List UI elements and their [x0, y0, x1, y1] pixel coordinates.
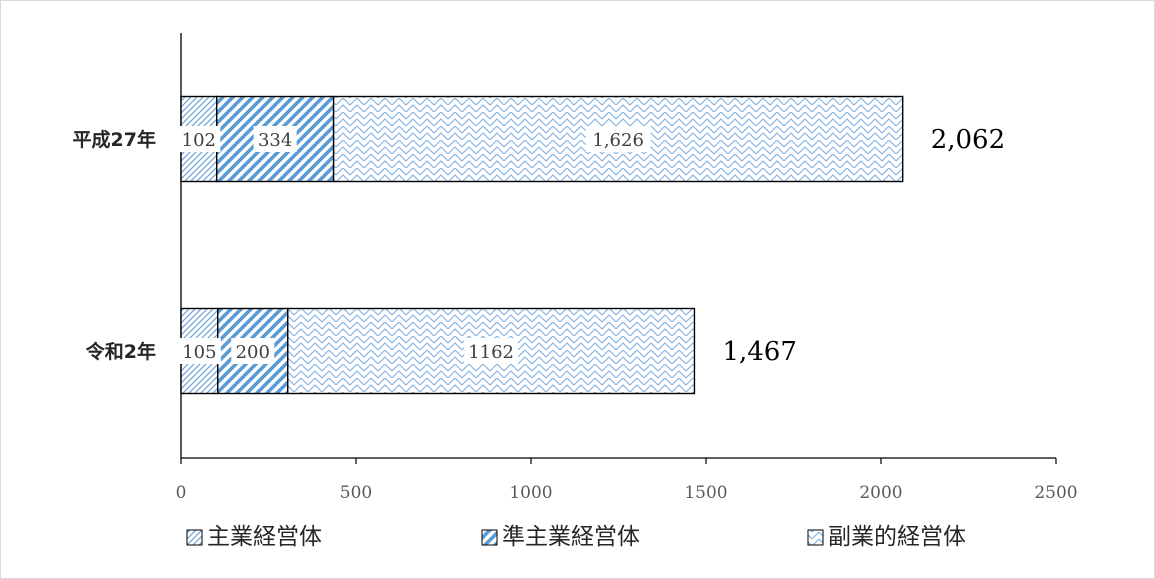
legend-swatch [807, 529, 824, 546]
data-label-bg [585, 126, 651, 152]
data-label: 105 [182, 342, 216, 363]
data-label-bg [464, 338, 519, 364]
category-label: 平成27年 [73, 128, 156, 151]
total-label: 1,467 [722, 337, 796, 367]
data-label-bg [177, 126, 221, 152]
labels: 平成27年 102 334 1,626 2,062 令和2年 105 200 1162 1,467 [73, 125, 1006, 367]
x-tick-label: 2500 [1034, 483, 1077, 503]
legend-label: 副業的経営体 [828, 524, 966, 550]
legend-label: 準主業経営体 [502, 524, 640, 550]
legend-label: 主業経営体 [207, 524, 322, 550]
x-tick-label: 2000 [859, 483, 902, 503]
x-tick-label: 0 [176, 483, 187, 503]
total-label: 2,062 [931, 125, 1005, 155]
legend-swatch [186, 529, 203, 546]
data-label-bg [231, 338, 275, 364]
x-tick-label: 1000 [509, 483, 552, 503]
data-label: 1162 [468, 342, 514, 363]
data-label: 200 [236, 342, 270, 363]
data-label: 102 [182, 130, 216, 151]
data-label-bg [177, 338, 221, 364]
legend-swatch [481, 529, 498, 546]
category-label: 令和2年 [86, 340, 156, 363]
bar-segment [287, 307, 696, 395]
x-tick-label: 500 [340, 483, 372, 503]
data-label-bg [253, 126, 297, 152]
data-label: 334 [258, 130, 292, 151]
data-label: 1,626 [592, 130, 644, 151]
legend: 主業経営体 準主業経営体 副業的経営体 [186, 524, 966, 550]
x-tick-label: 1500 [684, 483, 727, 503]
bars [180, 95, 904, 395]
